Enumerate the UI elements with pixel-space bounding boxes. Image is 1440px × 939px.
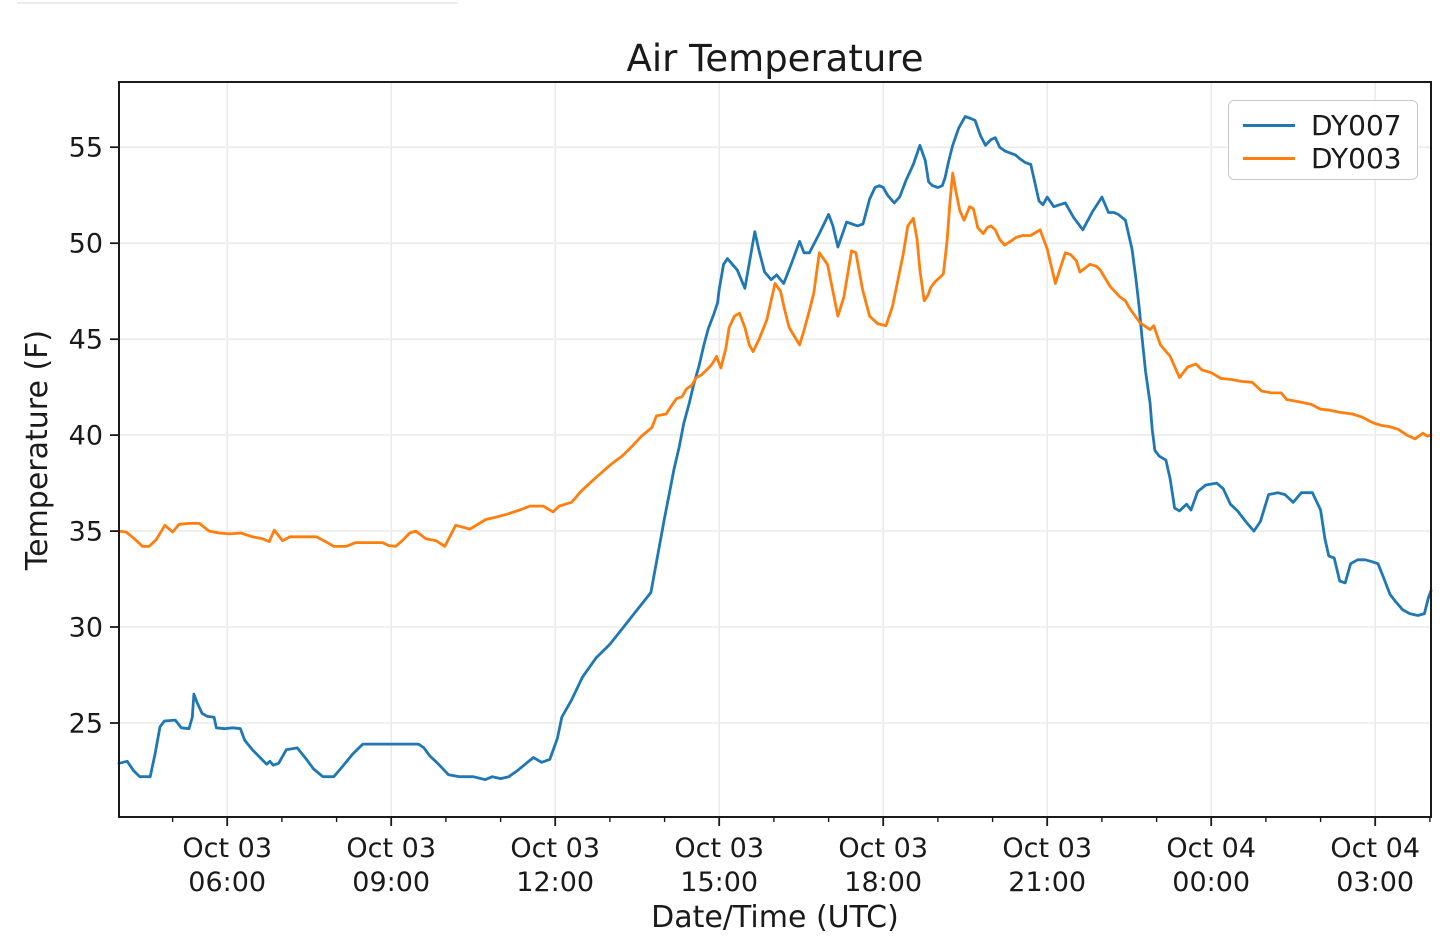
legend-entry-dy007: DY007 [1243,109,1403,142]
plot-border [118,81,1432,818]
x-tick-label-time: 00:00 [1172,867,1250,898]
series-line-dy003 [117,171,1433,548]
stray-border-line [17,2,458,4]
y-tick-label: 35 [69,517,103,548]
legend: DY007 DY003 [1228,100,1418,180]
x-tick-label-time: 12:00 [516,867,594,898]
legend-label-dy007: DY007 [1311,109,1402,142]
x-tick-label-date: Oct 03 [182,833,272,864]
y-tick-label: 50 [69,229,103,260]
y-tick-label: 55 [69,133,103,164]
y-tick-label: 30 [69,613,103,644]
y-tick-label: 40 [69,421,103,452]
legend-label-dy003: DY003 [1311,142,1402,175]
x-tick-label-date: Oct 03 [838,833,928,864]
x-tick-label-time: 06:00 [188,867,266,898]
x-tick-label-time: 18:00 [844,867,922,898]
series-line-dy007 [117,115,1433,781]
x-tick-label-date: Oct 03 [346,833,436,864]
x-tick-label-time: 03:00 [1336,867,1414,898]
x-tick-label-time: 15:00 [680,867,758,898]
legend-entry-dy003: DY003 [1243,142,1403,175]
x-tick-label-date: Oct 03 [510,833,600,864]
x-tick-label-date: Oct 04 [1166,833,1256,864]
legend-swatch-dy007 [1243,123,1295,128]
y-tick-label: 25 [69,709,103,740]
x-tick-label-date: Oct 04 [1330,833,1420,864]
x-tick-label-time: 21:00 [1008,867,1086,898]
x-tick-label-date: Oct 03 [1002,833,1092,864]
x-tick-label-time: 09:00 [352,867,430,898]
chart-title: Air Temperature [626,37,924,80]
x-axis-label: Date/Time (UTC) [651,900,899,935]
y-tick-label: 45 [69,325,103,356]
y-axis-label: Temperature (F) [20,329,55,571]
x-tick-label-date: Oct 03 [674,833,764,864]
legend-swatch-dy003 [1243,156,1295,161]
